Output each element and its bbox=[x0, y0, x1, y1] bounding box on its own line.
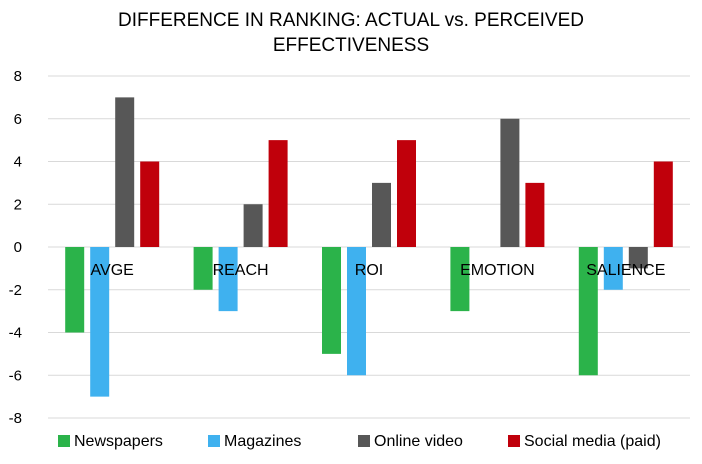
legend-label: Online video bbox=[374, 433, 463, 450]
category-label-salience: SALIENCE bbox=[586, 262, 665, 279]
legend-label: Newspapers bbox=[74, 433, 163, 450]
bar-reach-online-video bbox=[243, 204, 263, 247]
y-tick-label: -6 bbox=[9, 367, 22, 384]
bar-roi-newspapers bbox=[322, 247, 341, 354]
legend-swatch bbox=[508, 435, 520, 447]
bar-roi-magazines bbox=[347, 247, 366, 376]
chart-title: DIFFERENCE IN RANKING: ACTUAL vs. PERCEI… bbox=[0, 8, 702, 58]
bar-salience-online-video bbox=[628, 247, 648, 269]
legend-label: Social media (paid) bbox=[524, 433, 661, 450]
chart-title-line-1: DIFFERENCE IN RANKING: ACTUAL vs. PERCEI… bbox=[118, 10, 584, 31]
bar-emotion-newspapers bbox=[450, 247, 470, 312]
bar-reach-social-media-paid bbox=[268, 140, 288, 247]
category-labels: AVGE REACH ROI EMOTION SALIENCE bbox=[91, 262, 666, 279]
category-label-avge: AVGE bbox=[91, 262, 134, 279]
bar-avge-social-media-paid bbox=[140, 161, 160, 247]
y-axis-tick-labels: 8 6 4 2 0 -2 -4 -6 -8 bbox=[9, 68, 22, 427]
y-tick-label: 6 bbox=[14, 111, 22, 128]
bar-salience-social-media-paid bbox=[653, 161, 673, 247]
bars bbox=[65, 97, 673, 397]
y-tick-label: 4 bbox=[14, 154, 22, 171]
chart-title-line-2: EFFECTIVENESS bbox=[272, 35, 430, 56]
legend-swatch bbox=[58, 435, 70, 447]
bar-emotion-social-media-paid bbox=[525, 182, 545, 247]
bar-avge-magazines bbox=[90, 247, 110, 397]
bar-emotion-online-video bbox=[500, 118, 520, 247]
bar-salience-newspapers bbox=[578, 247, 598, 376]
legend-swatch bbox=[358, 435, 370, 447]
bar-reach-newspapers bbox=[193, 247, 213, 290]
legend-label: Magazines bbox=[224, 433, 301, 450]
y-tick-label: 0 bbox=[14, 239, 22, 256]
bar-salience-magazines bbox=[603, 247, 623, 290]
y-tick-label: -2 bbox=[9, 282, 22, 299]
bar-roi-online-video bbox=[372, 182, 391, 247]
bar-roi-social-media-paid bbox=[397, 140, 416, 247]
legend-swatch bbox=[208, 435, 220, 447]
legend: Newspapers Magazines Online video Social me… bbox=[58, 433, 661, 450]
y-tick-label: 8 bbox=[14, 68, 22, 85]
y-tick-label: -8 bbox=[9, 410, 22, 427]
category-label-roi: ROI bbox=[355, 262, 383, 279]
bar-avge-online-video bbox=[115, 97, 135, 247]
bar-reach-magazines bbox=[218, 247, 238, 312]
y-tick-label: 2 bbox=[14, 196, 22, 213]
category-label-emotion: EMOTION bbox=[460, 262, 535, 279]
category-label-reach: REACH bbox=[213, 262, 269, 279]
bar-avge-newspapers bbox=[65, 247, 85, 333]
y-tick-label: -4 bbox=[9, 325, 22, 342]
